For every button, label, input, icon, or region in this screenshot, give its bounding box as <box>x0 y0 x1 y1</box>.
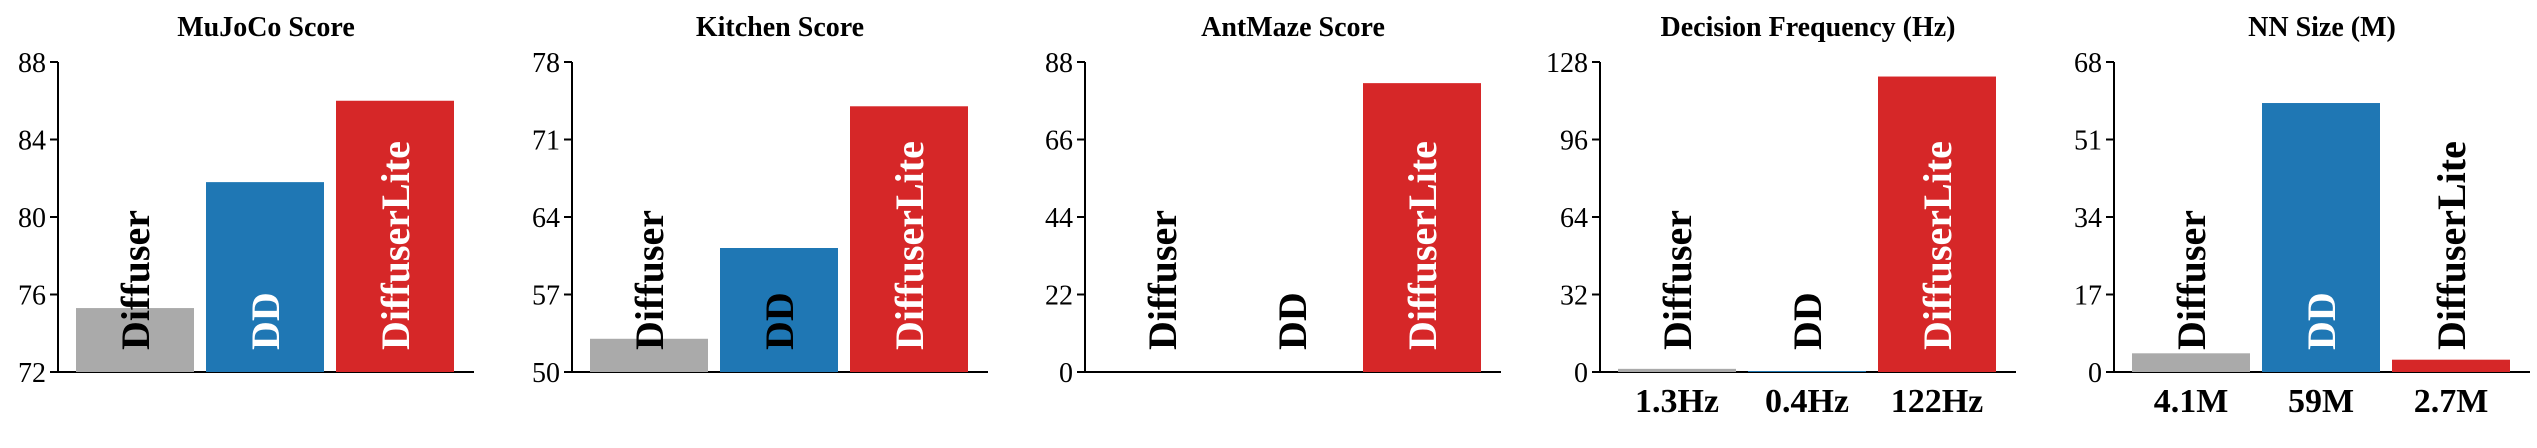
bar-label-diffuserlite: DiffuserLite <box>887 141 932 350</box>
y-tick-label: 80 <box>18 203 46 234</box>
y-tick-label: 66 <box>1045 126 1073 157</box>
y-tick-label: 17 <box>2074 281 2102 312</box>
y-tick-label: 0 <box>1059 358 1073 389</box>
bar-dd <box>1748 371 1866 372</box>
bar-diffuserlite <box>336 100 454 372</box>
bar-label-dd: DD <box>2299 292 2344 350</box>
bar-dd <box>720 248 838 372</box>
bar-label-dd: DD <box>757 292 802 350</box>
bar-diffuser <box>590 338 708 372</box>
y-tick-label: 76 <box>18 281 46 312</box>
x-value-label: 0.4Hz <box>1765 383 1849 420</box>
chart-panel-5: NN Size (M) 0 17 34 51 68 Diffuser 4.1M DD 59M Dif… <box>2074 12 2530 420</box>
bar-diffuserlite <box>2392 359 2510 372</box>
bar-label-dd: DD <box>1270 292 1315 350</box>
panel-title: NN Size (M) <box>2248 12 2396 43</box>
panel-title: Decision Frequency (Hz) <box>1661 12 1956 43</box>
y-tick-label: 128 <box>1546 48 1588 79</box>
y-tick-label: 32 <box>1560 281 1588 312</box>
panel-title: MuJoCo Score <box>177 12 355 43</box>
bar-dd <box>2262 103 2380 372</box>
bar-label-diffuserlite: DiffuserLite <box>373 141 418 350</box>
chart-panel-4: Decision Frequency (Hz) 0 32 64 96 128 Diffuse… <box>1546 12 2016 420</box>
bar-diffuser <box>76 308 194 372</box>
y-tick-label: 88 <box>18 48 46 79</box>
y-tick-label: 64 <box>532 203 560 234</box>
y-tick-label: 57 <box>532 281 560 312</box>
y-tick-label: 72 <box>18 358 46 389</box>
y-tick-label: 96 <box>1560 126 1588 157</box>
y-tick-label: 22 <box>1045 281 1073 312</box>
bar-diffuserlite <box>1878 76 1996 372</box>
bar-label-diffuserlite: DiffuserLite <box>1915 141 1960 350</box>
panel-title: AntMaze Score <box>1201 12 1385 43</box>
x-value-label: 4.1M <box>2154 383 2229 420</box>
bar-label-diffuser: Diffuser <box>113 210 158 350</box>
y-tick-label: 84 <box>18 126 46 157</box>
y-tick-label: 0 <box>2088 358 2102 389</box>
x-value-label: 1.3Hz <box>1635 383 1719 420</box>
chart-panel-3: AntMaze Score 0 22 44 66 88 Diffuser DD Diffuser… <box>1045 12 1501 389</box>
bar-label-diffuser: Diffuser <box>1655 210 1700 350</box>
bar-label-diffuser: Diffuser <box>1140 210 1185 350</box>
bar-label-diffuser: Diffuser <box>2169 210 2214 350</box>
bar-diffuser <box>1618 368 1736 372</box>
y-tick-label: 64 <box>1560 203 1588 234</box>
panel-title: Kitchen Score <box>696 12 864 43</box>
x-value-label: 59M <box>2288 383 2354 420</box>
bar-diffuserlite <box>1363 83 1481 373</box>
y-tick-label: 34 <box>2074 203 2102 234</box>
chart-panel-1: MuJoCo Score 72 76 80 84 88 Diffuser DD Diffuser… <box>18 12 474 389</box>
bar-label-diffuserlite: DiffuserLite <box>2429 141 2474 350</box>
bar-label-dd: DD <box>243 292 288 350</box>
x-value-label: 122Hz <box>1891 383 1984 420</box>
bar-dd <box>206 182 324 372</box>
bar-diffuser <box>2132 353 2250 372</box>
bar-label-dd: DD <box>1785 292 1830 350</box>
chart-panel-2: Kitchen Score 50 57 64 71 78 Diffuser DD Diffuse… <box>532 12 988 389</box>
x-value-label: 2.7M <box>2414 383 2489 420</box>
bar-label-diffuserlite: DiffuserLite <box>1400 141 1445 350</box>
y-tick-label: 78 <box>532 48 560 79</box>
y-tick-label: 68 <box>2074 48 2102 79</box>
bar-diffuserlite <box>850 106 968 373</box>
y-tick-label: 88 <box>1045 48 1073 79</box>
bar-label-diffuser: Diffuser <box>627 210 672 350</box>
y-tick-label: 50 <box>532 358 560 389</box>
y-tick-label: 0 <box>1574 358 1588 389</box>
y-tick-label: 51 <box>2074 126 2102 157</box>
y-tick-label: 44 <box>1045 203 1073 234</box>
y-tick-label: 71 <box>532 126 560 157</box>
